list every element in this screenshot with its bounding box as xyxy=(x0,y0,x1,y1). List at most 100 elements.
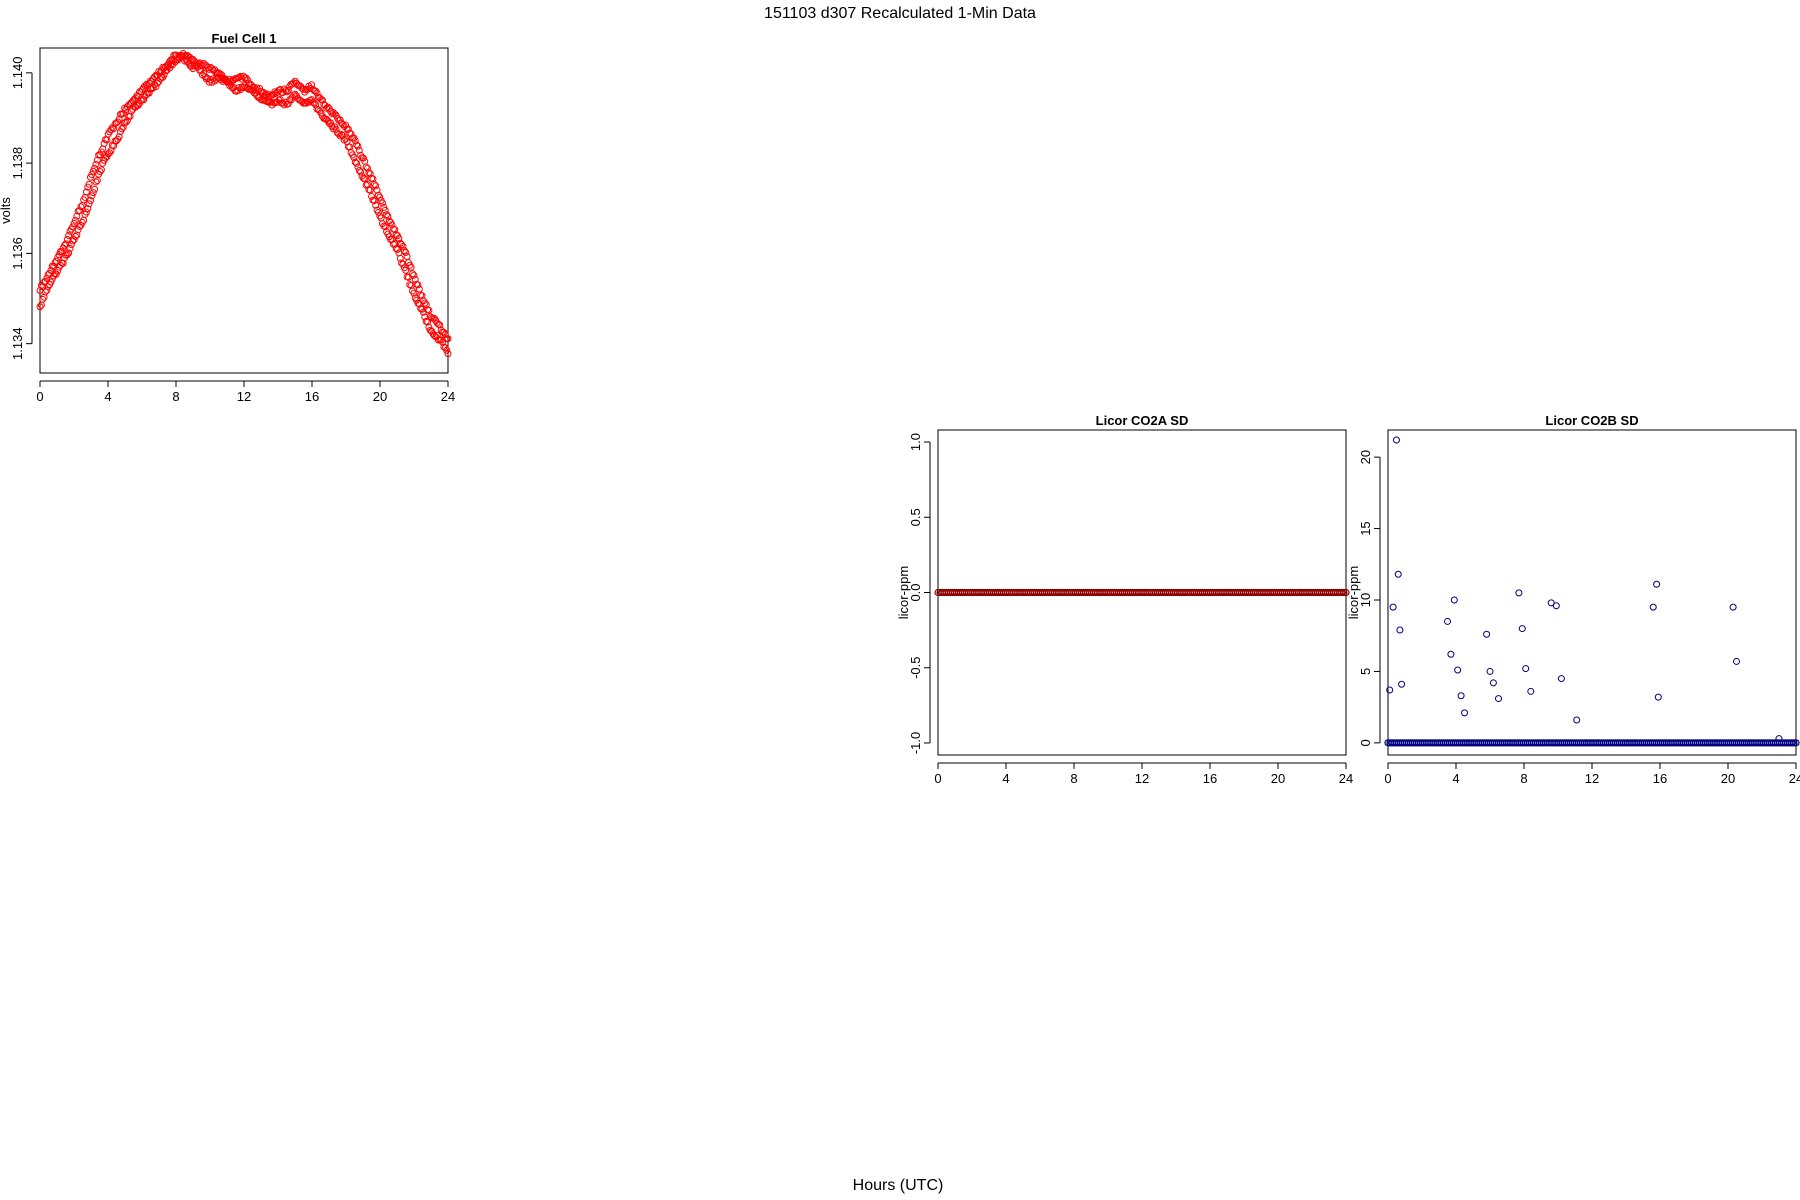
data-point xyxy=(425,306,433,314)
panel-title: Licor CO2B SD xyxy=(1545,413,1638,428)
data-point xyxy=(430,332,438,340)
data-point xyxy=(354,142,362,150)
data-point xyxy=(436,321,444,329)
data-point xyxy=(373,186,381,194)
data-point xyxy=(329,125,337,133)
figure-title: 151103 d307 Recalculated 1-Min Data xyxy=(764,5,1036,22)
data-point xyxy=(410,271,418,279)
x-tick-label: 8 xyxy=(172,389,179,404)
data-point xyxy=(1483,630,1491,638)
data-point xyxy=(78,202,86,210)
data-point xyxy=(1342,588,1350,597)
data-point xyxy=(204,64,212,72)
data-point xyxy=(317,109,325,117)
data-point xyxy=(410,289,418,297)
data-point xyxy=(403,252,411,260)
data-point xyxy=(58,248,66,256)
data-point xyxy=(1495,695,1502,703)
x-tick-label: 24 xyxy=(1789,771,1800,786)
data-point xyxy=(374,208,382,216)
data-point xyxy=(381,206,389,214)
data-point xyxy=(1338,588,1346,597)
y-axis-label: volts xyxy=(0,197,13,224)
data-point xyxy=(1552,602,1560,610)
data-point xyxy=(374,191,382,199)
y-tick-label: 1.136 xyxy=(10,237,25,270)
data-point xyxy=(1515,589,1523,597)
data-point xyxy=(338,131,346,139)
data-point xyxy=(1489,679,1497,687)
data-point xyxy=(377,214,385,222)
x-tick-label: 16 xyxy=(1203,771,1217,786)
data-point xyxy=(363,164,371,172)
data-point xyxy=(63,251,71,259)
y-tick-label: -0.5 xyxy=(908,657,923,679)
data-point xyxy=(1518,625,1526,633)
data-point xyxy=(61,241,69,249)
data-point xyxy=(283,88,291,96)
data-point xyxy=(85,180,93,188)
y-tick-label: -1.0 xyxy=(908,732,923,754)
data-point xyxy=(91,185,99,193)
data-point xyxy=(1394,570,1402,578)
data-point xyxy=(370,197,378,205)
plot-frame xyxy=(1387,429,1797,756)
data-point xyxy=(51,259,59,267)
panels: Fuel Cell 1 volts 0 4 8 12 16 20 24 1.134 1.136 1.1… xyxy=(0,31,1800,786)
y-tick-label: 0.5 xyxy=(908,508,923,526)
data-point xyxy=(327,119,335,127)
data-point xyxy=(351,137,359,145)
data-point xyxy=(362,163,370,171)
data-point xyxy=(181,57,189,65)
data-point xyxy=(444,335,452,343)
data-point xyxy=(118,125,126,133)
data-point xyxy=(1340,588,1348,597)
data-point xyxy=(1393,436,1400,444)
data-point xyxy=(96,168,104,176)
data-point xyxy=(85,200,93,208)
data-point xyxy=(376,193,384,201)
y-axis-label: licor-ppm xyxy=(1346,566,1361,619)
data-point xyxy=(411,275,419,283)
data-point xyxy=(1527,687,1535,695)
data-point xyxy=(69,223,77,231)
data-point xyxy=(357,168,365,176)
x-tick-label: 20 xyxy=(373,389,387,404)
y-tick-label: 1.138 xyxy=(10,147,25,180)
x-tick-label: 16 xyxy=(305,389,319,404)
data-point xyxy=(71,232,79,240)
data-point xyxy=(39,295,47,303)
data-point xyxy=(37,301,45,309)
data-point xyxy=(381,223,389,231)
data-point xyxy=(205,65,213,73)
data-point xyxy=(439,338,447,346)
x-tick-label: 0 xyxy=(1384,771,1391,786)
data-point xyxy=(339,121,347,129)
data-point xyxy=(52,270,60,278)
data-point xyxy=(284,87,292,95)
data-point xyxy=(1450,596,1458,604)
x-tick-label: 12 xyxy=(237,389,251,404)
data-point xyxy=(406,281,414,289)
data-point xyxy=(407,263,415,271)
data-point xyxy=(70,219,78,227)
data-point xyxy=(384,212,392,220)
data-point xyxy=(391,240,399,248)
panel-title: Fuel Cell 1 xyxy=(211,31,276,46)
data-point xyxy=(77,203,85,211)
data-point xyxy=(50,263,58,271)
data-point xyxy=(175,53,183,61)
x-tick-label: 12 xyxy=(1585,771,1599,786)
data-point xyxy=(1573,716,1581,724)
panel-title: Licor CO2A SD xyxy=(1096,413,1189,428)
data-point xyxy=(1649,603,1657,611)
y-tick-label: 0.0 xyxy=(908,583,923,601)
figure-xlabel: Hours (UTC) xyxy=(853,1177,944,1194)
x-tick-label: 20 xyxy=(1271,771,1285,786)
data-point xyxy=(1457,692,1465,700)
x-tick-label: 20 xyxy=(1721,771,1735,786)
data-point xyxy=(159,63,167,71)
data-point xyxy=(415,285,423,293)
data-point xyxy=(93,156,101,164)
data-point xyxy=(54,267,62,275)
